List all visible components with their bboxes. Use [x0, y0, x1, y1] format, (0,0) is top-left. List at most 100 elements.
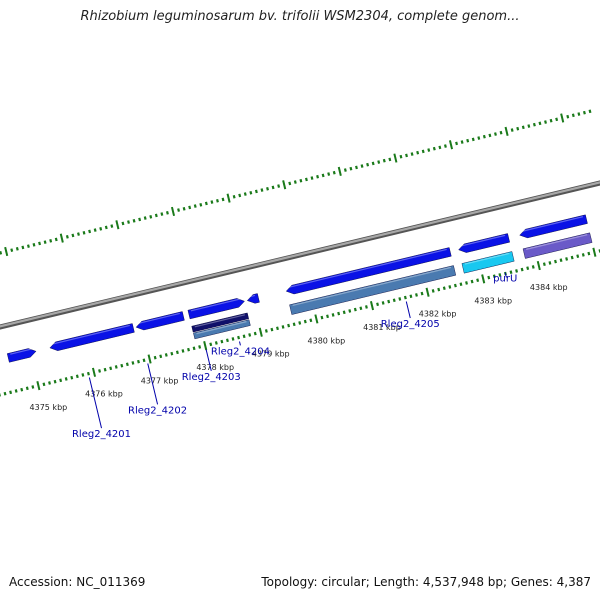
major-tick: [226, 193, 231, 203]
minor-tick: [376, 302, 380, 307]
minor-tick: [348, 309, 352, 313]
minor-tick: [471, 137, 475, 142]
minor-tick: [187, 347, 190, 352]
minor-tick: [359, 306, 363, 311]
major-tick: [258, 327, 263, 337]
minor-tick: [576, 254, 580, 259]
minor-tick: [242, 334, 246, 339]
minor-tick: [293, 180, 297, 184]
minor-tick: [437, 287, 441, 292]
minor-tick: [288, 181, 292, 186]
minor-tick: [459, 282, 463, 287]
minor-tick: [421, 149, 425, 154]
minor-tick: [121, 221, 125, 226]
minor-tick: [494, 132, 497, 136]
minor-tick: [476, 278, 480, 283]
minor-tick: [9, 390, 13, 395]
minor-tick: [381, 301, 385, 305]
minor-tick: [544, 120, 547, 124]
minor-tick: [403, 295, 407, 300]
scale-ticks: 4375 kbp 4376 kbp 4377 kbp 4378 kbp 4379 kbp…: [0, 109, 600, 412]
major-tick: [170, 206, 176, 217]
minor-tick: [299, 178, 303, 183]
gene-labels: Rleg2_4201 Rleg2_4202 Rleg2_4203 Rleg2_4204…: [72, 272, 517, 440]
minor-tick: [321, 173, 325, 178]
minor-tick: [165, 210, 169, 215]
minor-tick: [438, 145, 442, 150]
major-tick: [282, 180, 287, 190]
minor-tick: [555, 117, 559, 122]
minor-tick: [77, 232, 80, 236]
major-tick: [59, 233, 64, 243]
minor-tick: [559, 258, 563, 263]
accession-text: Accession: NC_011369: [9, 575, 146, 589]
minor-tick: [175, 350, 179, 355]
minor-tick: [405, 153, 408, 158]
minor-tick: [198, 345, 202, 349]
gene-feature: [193, 319, 251, 340]
minor-tick: [65, 234, 69, 239]
minor-tick: [260, 188, 264, 192]
minor-tick: [210, 200, 214, 204]
gene-label-leader: [405, 301, 411, 319]
minor-tick: [465, 281, 468, 285]
minor-tick: [432, 146, 436, 151]
minor-tick: [254, 189, 258, 194]
minor-tick: [131, 361, 135, 365]
major-tick: [91, 367, 97, 377]
gene-label-rleg2-4202: Rleg2_4202: [128, 405, 187, 416]
minor-tick: [364, 305, 368, 309]
minor-tick: [193, 204, 197, 208]
tick-label-4377: 4377 kbp: [141, 376, 179, 385]
tick-label-4378: 4378 kbp: [196, 363, 234, 372]
minor-tick: [231, 337, 235, 341]
tick-label-4383: 4383 kbp: [474, 296, 512, 305]
minor-tick: [31, 385, 35, 389]
minor-tick: [554, 259, 557, 264]
minor-tick: [353, 307, 357, 312]
minor-tick: [355, 165, 358, 170]
minor-tick: [581, 253, 585, 257]
gene-label-rleg2-4205: Rleg2_4205: [381, 319, 440, 330]
minor-tick: [431, 289, 435, 293]
minor-tick: [332, 170, 336, 175]
minor-tick: [387, 299, 391, 304]
minor-tick: [342, 310, 346, 315]
gene-feature-highlight: [460, 234, 506, 247]
genome-backbone: [0, 180, 600, 330]
minor-tick: [138, 217, 142, 222]
minor-tick: [81, 373, 85, 377]
minor-tick: [320, 315, 324, 320]
minor-tick: [549, 118, 553, 123]
gene-feature-highlight: [196, 321, 247, 335]
minor-tick: [331, 313, 335, 317]
minor-tick: [349, 166, 353, 171]
major-tick: [36, 381, 41, 391]
minor-tick: [487, 275, 491, 280]
gene-label-leader: [147, 363, 159, 405]
minor-tick: [43, 240, 47, 244]
minor-tick: [14, 389, 18, 393]
minor-tick: [59, 378, 63, 383]
minor-tick: [70, 375, 74, 380]
major-tick: [592, 247, 597, 257]
minor-tick: [582, 110, 586, 115]
minor-tick: [237, 335, 241, 340]
minor-tick: [571, 113, 575, 118]
gene-feature-highlight: [249, 294, 256, 298]
minor-tick: [531, 265, 535, 269]
major-tick: [203, 341, 208, 351]
minor-tick: [298, 321, 302, 325]
minor-tick: [192, 346, 196, 351]
minor-tick: [415, 293, 418, 297]
major-tick: [536, 260, 541, 271]
minor-tick: [527, 124, 531, 128]
minor-tick: [75, 374, 79, 379]
minor-tick: [177, 208, 181, 212]
minor-tick: [21, 245, 25, 250]
minor-tick: [132, 218, 136, 223]
gene-feature-highlight: [10, 348, 33, 355]
minor-tick: [310, 176, 314, 180]
gene-feature-highlight: [288, 248, 447, 289]
minor-tick: [420, 291, 424, 296]
